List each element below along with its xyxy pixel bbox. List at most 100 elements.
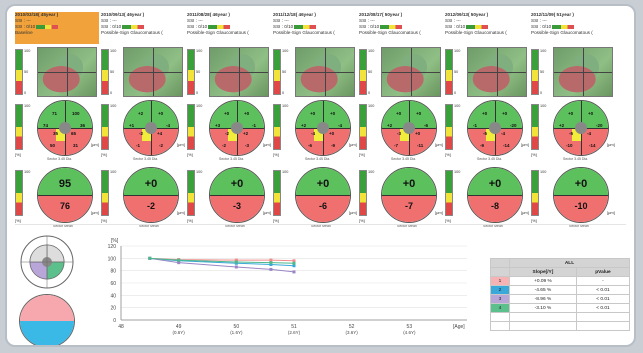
data-point — [234, 258, 238, 262]
fundus-thickness-map[interactable] — [553, 47, 613, 97]
table-row[interactable]: 3 -8.96 % < 0.01 — [490, 294, 631, 304]
color-scale — [273, 49, 281, 95]
ssi-blank-value: SSI : 0/10 — [359, 24, 380, 29]
data-point — [234, 260, 238, 264]
fundus-thickness-map[interactable] — [381, 47, 441, 97]
quality-bar — [208, 24, 231, 29]
color-scale — [531, 170, 539, 216]
exam-status: Possible-Sign Glaucomatous ( — [273, 30, 335, 35]
table-row[interactable]: 2 -4.65 % < 0.01 — [490, 285, 631, 295]
fundus-thickness-map[interactable] — [37, 47, 97, 97]
fovea-marker — [145, 122, 157, 134]
scale-label-mid: 50 — [196, 70, 201, 74]
hemisphere-map[interactable]: +0 -2 — [123, 167, 179, 223]
sector-caption: Sector 3.45 Dia. — [219, 157, 245, 161]
sector-caption: Sector 3.45 Dia. — [47, 157, 73, 161]
sector-map[interactable]: 71 100 74 36 35 65 50 31 — [37, 100, 93, 156]
unit-label: [μm] — [349, 210, 357, 215]
unit-label: [μm] — [177, 210, 185, 215]
unit-label: [%] — [273, 218, 279, 223]
ssi-blank-line: SSI : 0/10 — [531, 24, 615, 30]
y-tick-label: 20 — [110, 306, 116, 312]
color-scale — [445, 104, 453, 150]
hemisphere-map[interactable]: +0 -10 — [553, 167, 609, 223]
unit-label: [μm] — [263, 142, 271, 147]
color-scale — [359, 170, 367, 216]
sector-value: +2 — [559, 123, 565, 128]
unit-label: [μm] — [521, 210, 529, 215]
x-tick-sublabel: (2.6Y) — [288, 330, 301, 335]
ssi-blank-line: SSI : 0/10 — [445, 24, 529, 30]
inferior-value: -2 — [146, 201, 155, 211]
unit-label: [%] — [101, 218, 107, 223]
scale-label-top: 100 — [24, 104, 31, 108]
superior-value: +0 — [574, 178, 588, 190]
unit-label: [μm] — [435, 142, 443, 147]
data-point — [269, 267, 273, 271]
sector-map[interactable]: +0 +0 +2 -20 -5 -4 -10 -14 — [553, 100, 609, 156]
sector-value: -2 — [139, 131, 144, 136]
fundus-thickness-map[interactable] — [209, 47, 269, 97]
sector-map[interactable]: +2 +0 +1 -4 -2 +4 -1 -2 — [123, 100, 179, 156]
exam-date: 2011/12/18( 46year ) — [273, 12, 316, 17]
ssi-line: SSI : --- — [531, 18, 547, 23]
sector-caption: Sector 3.45 Dia. — [305, 157, 331, 161]
sector-value: -10 — [566, 143, 573, 148]
data-point — [177, 258, 181, 262]
hemisphere-map[interactable]: 95 76 — [37, 167, 93, 223]
sector-map[interactable]: +0 +0 +2 -4 -4 +0 -6 -9 — [295, 100, 351, 156]
scale-label-top: 100 — [110, 49, 117, 53]
sector-value: +0 — [415, 131, 421, 136]
superior-value: +0 — [488, 178, 502, 190]
inferior-value: -7 — [404, 201, 413, 211]
yellow-sector — [228, 129, 238, 141]
data-point — [292, 259, 296, 263]
hemisphere-caption: Sector Mean — [311, 224, 331, 228]
sector-value: 100 — [72, 111, 80, 116]
color-scale — [531, 104, 539, 150]
unit-label: [μm] — [435, 210, 443, 215]
scale-label-top: 100 — [540, 104, 547, 108]
p-value: < 0.01 — [575, 303, 631, 313]
fovea-marker — [231, 122, 243, 134]
sector-value: 71 — [52, 111, 58, 116]
table-row[interactable]: 4 -3.10 % < 0.01 — [490, 303, 631, 313]
hemisphere-map[interactable]: +0 -8 — [467, 167, 523, 223]
hemisphere-map[interactable]: +0 -7 — [381, 167, 437, 223]
x-tick-sublabel: (1.6Y) — [230, 330, 243, 335]
sector-value: 65 — [71, 131, 77, 136]
scale-label-top: 100 — [282, 170, 289, 174]
exam-date: 2010/03/18( 45year ) — [15, 12, 59, 17]
ssi-blank-value: SSI : 0/10 — [273, 24, 294, 29]
fundus-thickness-map[interactable] — [467, 47, 527, 97]
fovea-marker — [489, 122, 501, 134]
table-row[interactable]: 1 +0.09 % - — [490, 276, 631, 286]
sector-value: -2 — [225, 131, 230, 136]
scale-label-bot: 0 — [282, 91, 285, 95]
scale-label-mid: 50 — [454, 70, 459, 74]
color-scale — [15, 104, 23, 150]
sector-value: -20 — [510, 123, 517, 128]
p-value: < 0.01 — [575, 294, 631, 304]
sector-map[interactable]: +0 +0 +2 -6 -3 +0 -7 -11 — [381, 100, 437, 156]
sector-value: -3 — [397, 131, 402, 136]
ssi-line: SSI : --- — [273, 18, 289, 23]
fundus-thickness-map[interactable] — [295, 47, 355, 97]
trend-chart: 0 20 40 60 80 100 120 48 49(0.6Y) 50(1.6Y) 51(2.6Y… — [108, 238, 467, 335]
hemisphere-caption: Sector Mean — [139, 224, 159, 228]
slope-value: +0.09 % — [509, 276, 577, 286]
sector-value: -1 — [252, 123, 257, 128]
sector-value: -4 — [587, 131, 592, 136]
hemisphere-map[interactable]: +0 -3 — [209, 167, 265, 223]
sector-value: 36 — [80, 123, 86, 128]
ssi-line: SSI : --- — [445, 18, 461, 23]
fundus-thickness-map[interactable] — [123, 47, 183, 97]
unit-label: [%] — [101, 152, 107, 157]
sector-map[interactable]: +0 +0 +3 -1 -2 +2 -2 -3 — [209, 100, 265, 156]
exam-date: 2012/08/17( 50year ) — [359, 12, 403, 17]
exam-date: 2011/08/28( 46year ) — [187, 12, 230, 17]
hemisphere-map[interactable]: +0 -6 — [295, 167, 351, 223]
sector-map[interactable]: +0 +0 -1 -20 -5 -4 -9 -14 — [467, 100, 523, 156]
quality-bar — [380, 24, 403, 29]
y-axis-label: [%] — [111, 238, 119, 244]
